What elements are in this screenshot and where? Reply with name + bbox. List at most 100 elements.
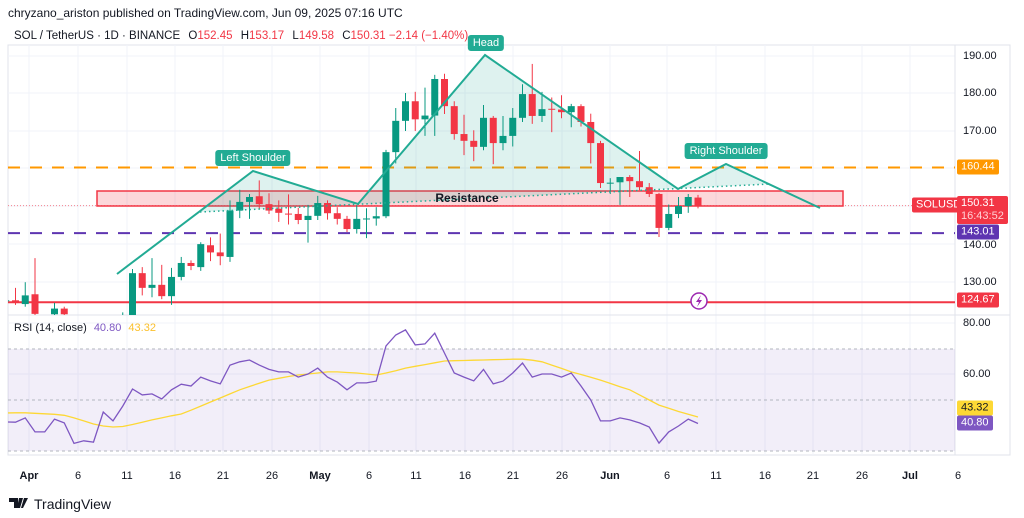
candle: [489, 115, 497, 165]
time-tick: Jun: [600, 470, 620, 482]
candle-body: [158, 284, 166, 297]
publisher-line: chryzano_ariston published on TradingVie…: [8, 6, 403, 20]
candle-body: [168, 276, 175, 297]
candle: [226, 200, 234, 262]
candle-body: [558, 109, 565, 113]
candle: [372, 207, 380, 226]
resistance-label[interactable]: Resistance: [435, 191, 499, 205]
candle: [12, 287, 19, 305]
candle: [665, 204, 673, 231]
candle-body: [548, 108, 556, 110]
candle-body: [363, 218, 370, 220]
time-tick: 16: [758, 470, 772, 482]
candle: [353, 205, 361, 234]
candle-body: [148, 284, 156, 288]
candle-body: [509, 117, 517, 136]
low-value: 149.58: [298, 30, 335, 42]
time-tick: 11: [410, 470, 422, 482]
candle-body: [694, 197, 702, 206]
candle-body: [675, 206, 682, 214]
candle-body: [226, 210, 234, 257]
rsi-legend-ma: 43.32: [128, 322, 156, 334]
right-shoulder-label[interactable]: Right Shoulder: [684, 143, 768, 159]
candle: [246, 193, 253, 219]
candle: [499, 115, 507, 151]
candle-body: [138, 273, 146, 288]
low-label: L: [292, 30, 299, 42]
candle-body: [616, 177, 624, 183]
candle: [285, 194, 292, 225]
symbol-name[interactable]: SOL / TetherUS · 1D · BINANCE: [14, 30, 181, 42]
candle-body: [343, 218, 351, 230]
time-tick: 6: [365, 470, 373, 482]
candle-body: [626, 177, 634, 182]
candle-body: [236, 201, 244, 211]
candles: [8, 63, 702, 315]
candle-body: [538, 109, 546, 116]
candle-body: [382, 152, 390, 217]
candle-body: [255, 196, 263, 205]
candle-body: [450, 106, 458, 135]
candle-body: [528, 94, 536, 116]
candle-body: [31, 294, 39, 314]
candle: [558, 95, 565, 119]
last-price: 150.31: [961, 197, 995, 209]
time-tick: May: [309, 470, 331, 482]
candle: [470, 130, 478, 162]
time-tick: 11: [710, 470, 722, 482]
change-value: −2.14 (−1.40%): [388, 30, 469, 42]
candle: [684, 193, 692, 213]
candle: [324, 200, 331, 220]
candle-body: [207, 245, 214, 253]
candle: [411, 91, 419, 132]
candle: [392, 108, 400, 164]
rsi-value-tag: 40.80: [957, 415, 993, 431]
time-tick: Jul: [902, 470, 918, 482]
head-and-shoulders-line[interactable]: [116, 53, 821, 275]
time-tick: 11: [121, 470, 133, 482]
left-shoulder-label[interactable]: Left Shoulder: [215, 150, 291, 166]
tradingview-logo: TradingView: [8, 496, 111, 512]
orange-level-tag: 160.44: [957, 159, 999, 175]
candle: [675, 196, 682, 219]
candle-body: [265, 204, 273, 211]
candle: [616, 177, 624, 205]
time-tick: 16: [458, 470, 472, 482]
symbol-legend: SOL / TetherUS · 1D · BINANCE O152.45 H1…: [14, 30, 468, 42]
rsi-tick: 80.00: [963, 317, 991, 329]
price-tick: 130.00: [963, 276, 997, 288]
head-label[interactable]: Head: [467, 35, 505, 51]
candle: [441, 73, 448, 115]
candle: [694, 194, 702, 209]
candle: [343, 215, 351, 233]
candle-body: [489, 117, 497, 144]
candle-body: [499, 135, 507, 144]
candle: [363, 208, 370, 239]
candle: [207, 237, 214, 262]
candle: [509, 108, 517, 147]
candle: [519, 84, 526, 122]
candle: [177, 256, 185, 281]
alert-icon[interactable]: [690, 292, 708, 310]
candle: [158, 264, 166, 300]
rsi-name[interactable]: RSI (14, close): [14, 322, 87, 334]
candle: [197, 242, 205, 271]
candle: [31, 258, 39, 315]
rsi-line[interactable]: [6, 329, 699, 445]
candle-body: [587, 121, 595, 144]
price-tick: 180.00: [963, 87, 997, 99]
chart-frame: [7, 44, 1011, 456]
candle-body: [304, 215, 312, 220]
candle-body: [577, 106, 585, 122]
neckline[interactable]: [199, 183, 771, 213]
candle: [587, 113, 595, 164]
candle-body: [324, 203, 331, 214]
candle: [129, 269, 136, 315]
rsi-ma-line[interactable]: [6, 358, 699, 428]
candle: [21, 282, 29, 307]
candle: [333, 207, 341, 225]
candle: [402, 92, 409, 132]
candle-body: [197, 244, 205, 268]
candle-body: [216, 252, 224, 257]
